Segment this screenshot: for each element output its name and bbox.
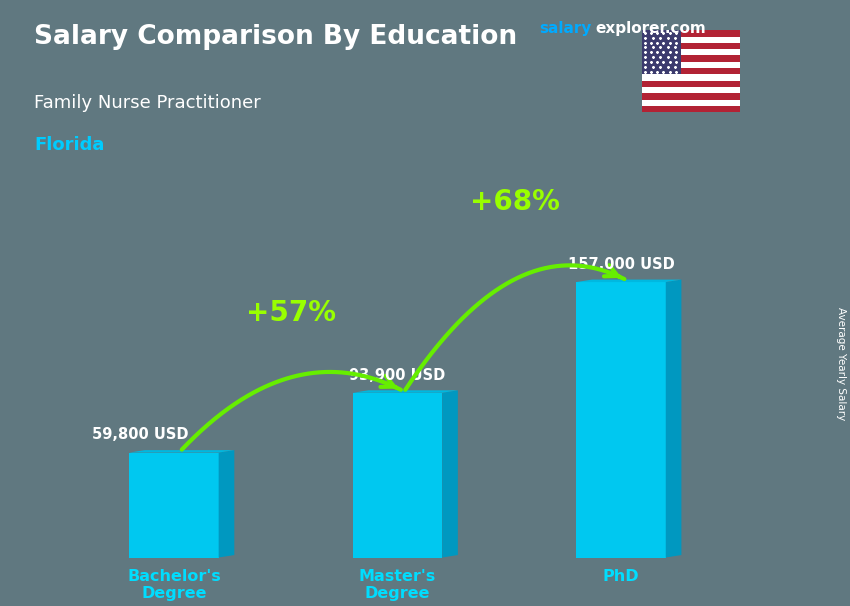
Text: +68%: +68% [470,188,560,216]
Bar [642,106,740,112]
Polygon shape [353,390,458,393]
Bar [642,49,740,56]
Polygon shape [576,279,682,282]
Polygon shape [218,450,235,558]
Bar [642,87,740,93]
Text: Florida: Florida [34,136,105,155]
Bar [642,68,740,75]
Bar [642,62,740,68]
Text: Family Nurse Practitioner: Family Nurse Practitioner [34,94,261,112]
Bar [642,75,740,81]
Bar [642,43,740,49]
Text: explorer.com: explorer.com [596,21,706,36]
Polygon shape [666,279,682,558]
Bar [642,56,740,62]
Text: Salary Comparison By Education: Salary Comparison By Education [34,24,517,50]
Bar [642,93,740,99]
Text: 59,800 USD: 59,800 USD [92,427,189,442]
Bar [642,30,681,75]
Text: 93,900 USD: 93,900 USD [349,368,445,382]
Text: 157,000 USD: 157,000 USD [568,257,674,272]
Text: Average Yearly Salary: Average Yearly Salary [836,307,846,420]
Bar [353,393,442,558]
Polygon shape [129,450,235,453]
Bar [642,99,740,106]
Bar [576,282,666,558]
Bar [129,453,218,558]
Bar [642,36,740,43]
Text: +57%: +57% [246,299,337,327]
Bar [642,81,740,87]
Bar [642,30,740,36]
Polygon shape [442,390,458,558]
Text: salary: salary [540,21,592,36]
